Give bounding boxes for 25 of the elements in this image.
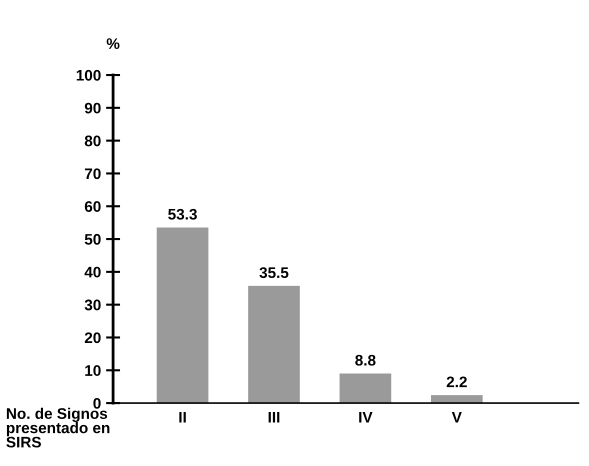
y-tick-label: 100 (76, 70, 101, 81)
y-tick-label: 80 (84, 136, 101, 146)
bar (430, 395, 483, 404)
y-tick-label: 60 (84, 201, 101, 212)
data-label: 8.8 (355, 354, 376, 366)
y-tick-label: 0 (93, 398, 101, 409)
y-tick-label: 90 (84, 102, 101, 114)
y-axis-title: % (106, 38, 120, 50)
bar (156, 228, 208, 404)
x-tick-label: IV (359, 412, 373, 422)
x-axis-title: No. de Signos presentado en SIRS (6, 408, 110, 448)
bar (248, 286, 300, 404)
x-tick-label: II (179, 412, 186, 422)
data-label: 2.2 (446, 376, 467, 388)
y-tick-label: 40 (84, 266, 101, 278)
x-tick-label: III (268, 412, 280, 422)
data-label: 53.3 (168, 208, 197, 220)
data-label: 35.5 (259, 267, 288, 278)
bar (340, 374, 392, 404)
y-tick-label: 20 (84, 332, 101, 344)
y-tick-label: 30 (84, 300, 101, 310)
x-tick-label: V (452, 412, 462, 422)
y-tick-label: 70 (84, 168, 101, 180)
y-tick-label: 10 (85, 365, 101, 376)
y-tick-label: 50 (84, 234, 101, 245)
